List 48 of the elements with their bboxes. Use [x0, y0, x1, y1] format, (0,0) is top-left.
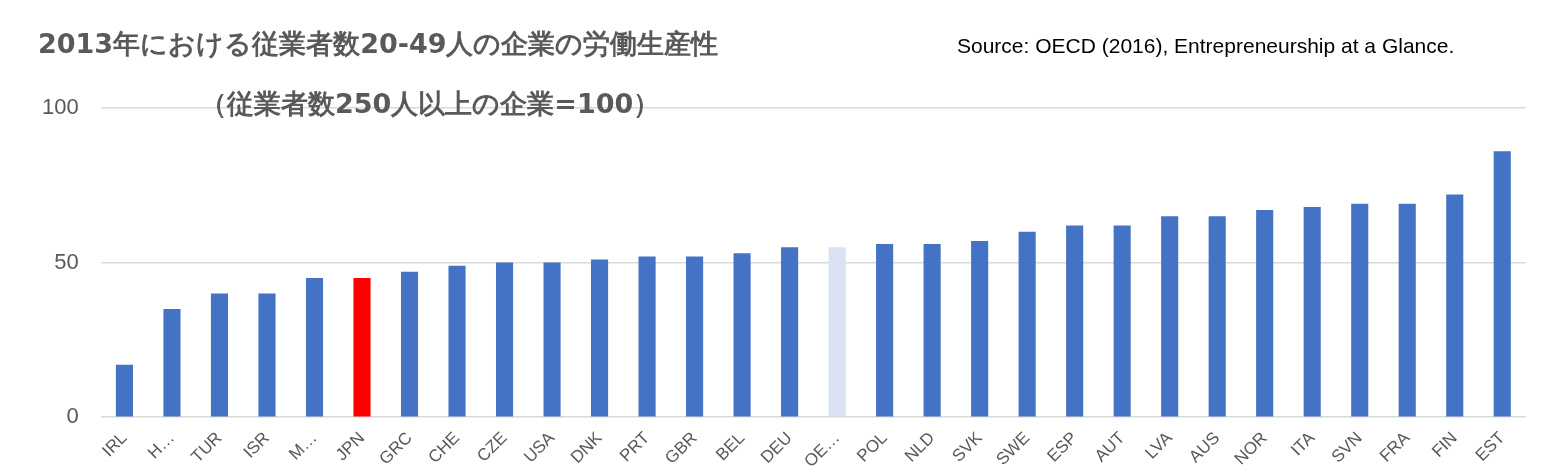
source-note: Source: OECD (2016), Entrepreneurship at a Glance.	[957, 33, 1456, 59]
bar	[781, 247, 799, 417]
bar	[115, 364, 134, 417]
bar	[733, 253, 751, 417]
bar	[210, 293, 229, 417]
bar	[1351, 203, 1369, 417]
y-tick-label: 50	[54, 248, 79, 274]
x-tick-label: BEL	[712, 428, 749, 465]
bar	[353, 278, 371, 417]
chart-subtitle: （従業者数250人以上の企業=100）	[200, 87, 661, 121]
bar	[1398, 203, 1416, 417]
x-tick-label: FIN	[1428, 428, 1461, 461]
bar	[1303, 206, 1321, 417]
bar	[1066, 225, 1084, 417]
bar	[1446, 194, 1464, 417]
bar	[591, 259, 609, 417]
bar	[686, 256, 704, 417]
x-tick-label: ISR	[239, 428, 274, 462]
bar	[305, 278, 324, 417]
y-tick-label: 0	[66, 403, 79, 429]
bar	[1208, 216, 1226, 417]
bar	[1256, 210, 1274, 417]
bar	[495, 262, 514, 417]
bar	[448, 265, 466, 417]
bar	[400, 271, 419, 417]
x-tick-label: IRL	[98, 428, 131, 461]
bar	[543, 262, 561, 417]
x-tick-label: H…	[143, 428, 179, 463]
x-tick-label: LVA	[1141, 427, 1177, 463]
bar	[1161, 216, 1179, 417]
bar	[1018, 231, 1036, 417]
x-tick-label: OE…	[800, 428, 844, 471]
bar	[971, 240, 989, 417]
x-tick-label: M…	[285, 428, 321, 464]
y-tick-label: 100	[41, 94, 79, 120]
bar	[1113, 225, 1131, 417]
x-tick-label: POL	[853, 428, 891, 466]
bar	[258, 293, 276, 417]
bar	[923, 244, 941, 417]
bar	[876, 244, 894, 417]
x-tick-label: ITA	[1287, 427, 1319, 460]
bar	[163, 308, 181, 417]
x-tick-label: FRA	[1375, 427, 1414, 466]
bar	[638, 256, 656, 417]
bar	[1493, 151, 1511, 417]
bar	[828, 247, 846, 417]
chart-title: 2013年における従業者数20-49人の企業の労働生産性	[38, 27, 719, 61]
x-tick-label: USA	[520, 427, 559, 467]
